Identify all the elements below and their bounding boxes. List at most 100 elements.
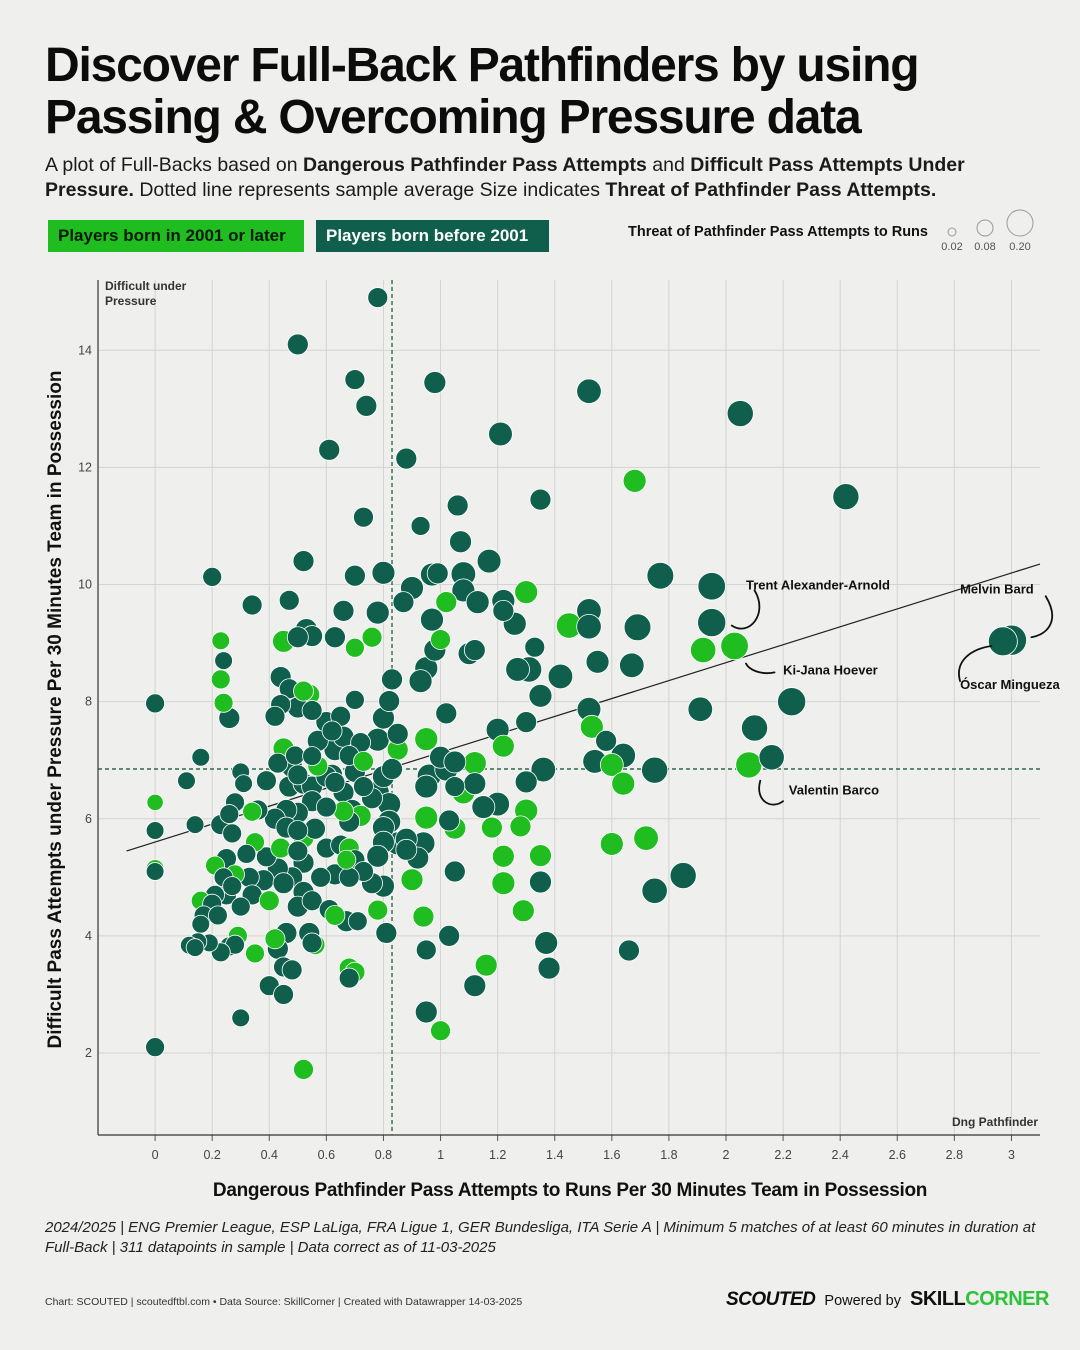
data-point[interactable] bbox=[395, 447, 418, 470]
data-point[interactable] bbox=[365, 600, 390, 625]
data-point[interactable] bbox=[210, 669, 231, 690]
data-point[interactable] bbox=[321, 720, 343, 742]
data-point[interactable] bbox=[395, 838, 418, 861]
data-point[interactable] bbox=[213, 692, 234, 713]
data-point[interactable] bbox=[443, 750, 467, 774]
data-point[interactable] bbox=[293, 680, 314, 702]
data-point[interactable] bbox=[177, 771, 196, 791]
data-point[interactable] bbox=[245, 943, 265, 964]
data-point[interactable] bbox=[514, 770, 538, 794]
data-point[interactable] bbox=[361, 626, 383, 648]
data-point[interactable] bbox=[491, 871, 516, 896]
data-point[interactable] bbox=[641, 877, 668, 904]
data-point[interactable] bbox=[410, 516, 431, 536]
data-point[interactable] bbox=[278, 589, 300, 611]
data-point[interactable] bbox=[735, 751, 763, 779]
data-point[interactable] bbox=[414, 805, 439, 830]
data-point[interactable] bbox=[347, 911, 368, 932]
data-point[interactable] bbox=[438, 809, 461, 832]
data-point[interactable] bbox=[214, 651, 233, 670]
data-point[interactable] bbox=[287, 840, 309, 862]
data-point[interactable] bbox=[191, 747, 211, 767]
legend-young-chip[interactable]: Players born in 2001 or later bbox=[48, 220, 304, 252]
data-point[interactable] bbox=[272, 872, 295, 895]
data-point[interactable] bbox=[529, 870, 552, 894]
data-point[interactable] bbox=[344, 369, 366, 390]
data-point[interactable] bbox=[726, 400, 754, 428]
data-point[interactable] bbox=[219, 804, 240, 824]
data-point[interactable] bbox=[345, 689, 365, 710]
data-point[interactable] bbox=[420, 607, 444, 632]
data-point[interactable] bbox=[310, 866, 332, 888]
data-point[interactable] bbox=[987, 626, 1018, 657]
data-point[interactable] bbox=[338, 967, 360, 989]
data-point[interactable] bbox=[285, 745, 305, 766]
data-point[interactable] bbox=[302, 746, 322, 767]
data-point[interactable] bbox=[529, 844, 552, 868]
data-point[interactable] bbox=[641, 756, 669, 784]
data-point[interactable] bbox=[423, 371, 447, 394]
data-point[interactable] bbox=[287, 820, 309, 841]
data-point[interactable] bbox=[366, 844, 390, 868]
data-point[interactable] bbox=[338, 866, 360, 888]
data-point[interactable] bbox=[777, 687, 807, 717]
data-point[interactable] bbox=[547, 663, 574, 690]
data-point[interactable] bbox=[576, 613, 602, 640]
data-point[interactable] bbox=[222, 823, 243, 844]
data-point[interactable] bbox=[491, 734, 515, 758]
data-point[interactable] bbox=[344, 564, 366, 587]
data-point[interactable] bbox=[353, 776, 374, 797]
data-point[interactable] bbox=[720, 631, 749, 661]
data-point[interactable] bbox=[324, 772, 346, 793]
data-point[interactable] bbox=[211, 631, 231, 651]
data-point[interactable] bbox=[463, 974, 487, 998]
data-point[interactable] bbox=[435, 702, 458, 725]
data-point[interactable] bbox=[415, 939, 437, 961]
data-point[interactable] bbox=[270, 837, 292, 859]
data-point[interactable] bbox=[355, 395, 378, 417]
data-point[interactable] bbox=[353, 506, 374, 528]
data-point[interactable] bbox=[301, 700, 323, 721]
data-point[interactable] bbox=[241, 594, 263, 616]
data-point[interactable] bbox=[207, 905, 228, 926]
data-point[interactable] bbox=[264, 705, 286, 727]
data-point[interactable] bbox=[301, 890, 323, 912]
data-point[interactable] bbox=[599, 752, 624, 777]
data-point[interactable] bbox=[345, 637, 365, 658]
data-point[interactable] bbox=[462, 751, 487, 776]
data-point[interactable] bbox=[336, 849, 357, 870]
data-point[interactable] bbox=[511, 899, 535, 923]
data-point[interactable] bbox=[222, 876, 243, 897]
data-point[interactable] bbox=[375, 922, 398, 944]
data-point[interactable] bbox=[491, 844, 515, 868]
data-point[interactable] bbox=[537, 956, 561, 980]
data-point[interactable] bbox=[443, 860, 466, 883]
data-point[interactable] bbox=[318, 438, 341, 461]
data-point[interactable] bbox=[412, 905, 435, 928]
data-point[interactable] bbox=[392, 591, 415, 613]
data-point[interactable] bbox=[476, 548, 502, 574]
data-point[interactable] bbox=[623, 613, 652, 642]
data-point[interactable] bbox=[315, 796, 337, 818]
data-point[interactable] bbox=[414, 1000, 438, 1024]
data-point[interactable] bbox=[509, 815, 532, 838]
data-point[interactable] bbox=[444, 776, 466, 797]
data-point[interactable] bbox=[697, 572, 726, 601]
data-point[interactable] bbox=[471, 795, 496, 819]
data-point[interactable] bbox=[145, 1037, 165, 1058]
data-point[interactable] bbox=[528, 683, 553, 708]
data-point[interactable] bbox=[146, 793, 164, 811]
data-point[interactable] bbox=[301, 932, 323, 954]
data-point[interactable] bbox=[687, 696, 714, 722]
data-point[interactable] bbox=[381, 668, 403, 691]
data-point[interactable] bbox=[202, 567, 223, 587]
data-point[interactable] bbox=[449, 530, 472, 554]
data-point[interactable] bbox=[400, 868, 424, 892]
data-point[interactable] bbox=[438, 924, 461, 947]
data-point[interactable] bbox=[367, 287, 389, 308]
data-point[interactable] bbox=[579, 714, 604, 739]
data-point[interactable] bbox=[231, 1008, 251, 1028]
data-point[interactable] bbox=[505, 657, 530, 682]
data-point[interactable] bbox=[622, 468, 647, 493]
data-point[interactable] bbox=[353, 750, 374, 772]
